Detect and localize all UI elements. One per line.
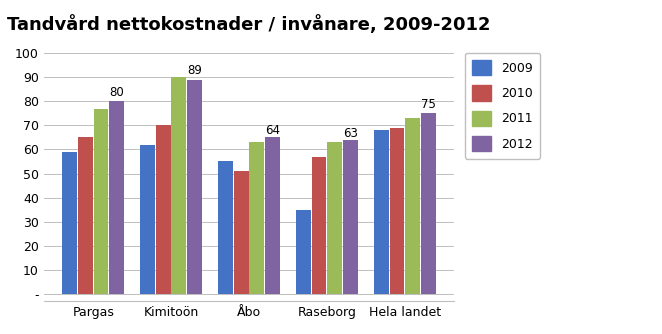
Bar <box>171 77 186 294</box>
Bar <box>421 113 436 294</box>
Bar <box>250 142 264 294</box>
Bar <box>327 142 342 294</box>
Bar <box>93 109 109 294</box>
Bar <box>218 161 233 294</box>
Bar <box>140 145 155 294</box>
Bar <box>62 152 77 294</box>
Bar <box>312 157 326 294</box>
Bar <box>156 125 171 294</box>
Text: 89: 89 <box>187 64 202 77</box>
Bar <box>389 128 404 294</box>
Text: 80: 80 <box>109 86 124 99</box>
Bar <box>78 137 93 294</box>
Text: 64: 64 <box>265 124 280 137</box>
Text: 63: 63 <box>343 127 357 140</box>
Title: Tandvård nettokostnader / invånare, 2009-2012: Tandvård nettokostnader / invånare, 2009… <box>7 15 491 34</box>
Bar <box>405 118 420 294</box>
Bar <box>296 210 311 294</box>
Bar <box>343 140 357 294</box>
Text: 75: 75 <box>421 98 436 111</box>
Bar <box>234 171 248 294</box>
Bar <box>265 137 280 294</box>
Legend: 2009, 2010, 2011, 2012: 2009, 2010, 2011, 2012 <box>465 52 540 159</box>
Bar <box>109 101 124 294</box>
Bar <box>374 130 389 294</box>
Bar <box>187 79 202 294</box>
